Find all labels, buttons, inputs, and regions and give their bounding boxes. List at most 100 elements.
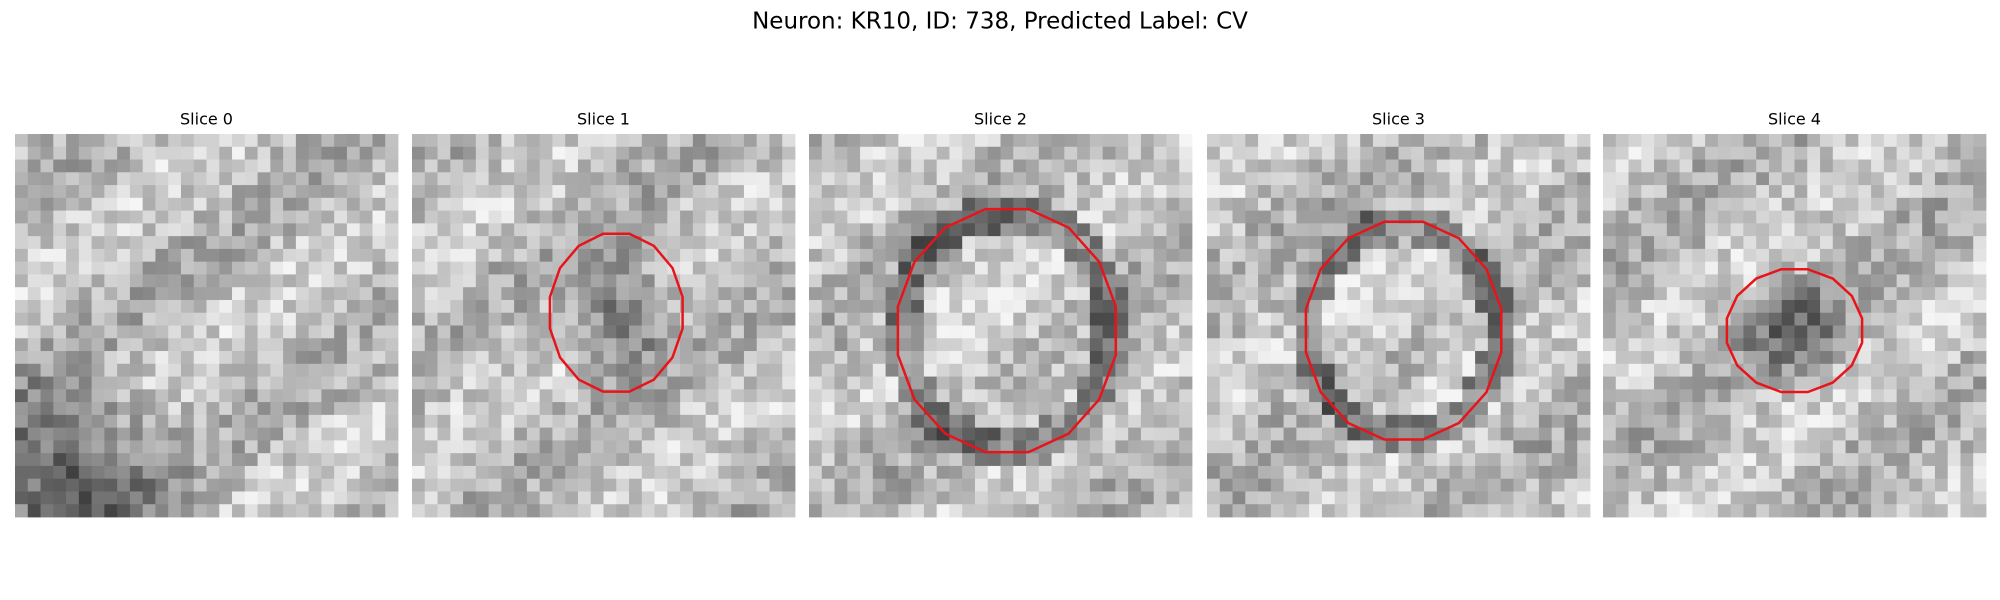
pixel xyxy=(1179,236,1193,250)
pixel xyxy=(117,325,131,339)
pixel xyxy=(821,504,835,518)
pixel xyxy=(1730,453,1744,467)
pixel xyxy=(514,453,528,467)
pixel xyxy=(40,389,54,403)
pixel xyxy=(1934,197,1949,211)
pixel xyxy=(577,414,592,429)
pixel xyxy=(244,427,258,441)
pixel xyxy=(424,402,438,416)
pixel xyxy=(1934,376,1949,390)
pixel xyxy=(1845,414,1859,429)
pixel xyxy=(577,261,592,275)
pixel xyxy=(1909,134,1923,148)
pixel xyxy=(1245,453,1259,467)
pixel xyxy=(308,465,322,480)
pixel xyxy=(257,325,271,339)
pixel xyxy=(1270,465,1284,480)
pixel xyxy=(1500,351,1514,365)
pixel xyxy=(1064,414,1078,429)
pixel xyxy=(1705,478,1719,492)
pixel xyxy=(1283,363,1297,377)
pixel xyxy=(450,478,464,492)
pixel xyxy=(1475,134,1489,148)
pixel xyxy=(372,465,386,480)
pixel xyxy=(1845,478,1859,492)
pixel xyxy=(334,172,348,186)
pixel xyxy=(15,197,29,211)
pixel xyxy=(1820,299,1834,314)
pixel xyxy=(1717,402,1732,416)
pixel xyxy=(1207,478,1221,492)
pixel xyxy=(1283,402,1297,416)
pixel xyxy=(1973,248,1987,263)
pixel xyxy=(1947,491,1961,505)
pixel xyxy=(117,210,131,224)
pixel xyxy=(78,274,92,288)
pixel xyxy=(15,248,29,263)
pixel xyxy=(1603,172,1617,186)
pixel xyxy=(1309,453,1323,467)
pixel xyxy=(1064,312,1078,326)
pixel xyxy=(1577,134,1591,148)
pixel xyxy=(1692,312,1706,326)
pixel xyxy=(769,338,783,352)
pixel xyxy=(206,172,220,186)
pixel xyxy=(1896,146,1910,160)
pixel xyxy=(936,478,950,492)
pixel xyxy=(667,389,681,403)
pixel xyxy=(782,197,796,211)
pixel xyxy=(1000,185,1014,199)
pixel xyxy=(1768,402,1783,416)
pixel xyxy=(1013,248,1027,263)
pixel xyxy=(731,427,745,441)
pixel xyxy=(1334,504,1348,518)
pixel xyxy=(974,287,989,301)
pixel xyxy=(91,159,105,173)
pixel xyxy=(1883,389,1898,403)
pixel xyxy=(1179,389,1193,403)
pixel xyxy=(283,325,297,339)
pixel xyxy=(1449,491,1463,505)
pixel xyxy=(475,274,489,288)
pixel xyxy=(1858,478,1872,492)
pixel xyxy=(1922,338,1936,352)
pixel xyxy=(718,274,732,288)
pixel xyxy=(680,185,694,199)
pixel xyxy=(1883,248,1898,263)
pixel xyxy=(1296,312,1310,326)
pixel xyxy=(244,185,258,199)
pixel xyxy=(565,478,579,492)
pixel xyxy=(1807,185,1821,199)
pixel xyxy=(1179,465,1193,480)
pixel xyxy=(372,185,386,199)
pixel xyxy=(385,134,399,148)
pixel xyxy=(1207,504,1221,518)
pixel xyxy=(142,389,156,403)
pixel xyxy=(590,134,604,148)
pixel xyxy=(1692,338,1706,352)
pixel xyxy=(129,478,144,492)
pixel xyxy=(1513,134,1527,148)
pixel xyxy=(809,338,823,352)
pixel xyxy=(1232,223,1246,237)
pixel xyxy=(1026,338,1040,352)
pixel xyxy=(629,146,643,160)
pixel xyxy=(1551,146,1565,160)
pixel xyxy=(1947,402,1961,416)
pixel xyxy=(1538,312,1553,326)
pixel xyxy=(1947,338,1961,352)
pixel xyxy=(1475,223,1489,237)
pixel xyxy=(1666,440,1680,454)
pixel xyxy=(1296,287,1310,301)
pixel xyxy=(1858,414,1872,429)
pixel xyxy=(705,363,719,377)
pixel xyxy=(1730,210,1744,224)
pixel xyxy=(1089,299,1104,314)
pixel xyxy=(1102,172,1116,186)
pixel xyxy=(1372,274,1387,288)
pixel xyxy=(629,274,643,288)
pixel xyxy=(1077,274,1091,288)
pixel xyxy=(501,287,515,301)
pixel xyxy=(193,134,207,148)
pixel xyxy=(616,402,630,416)
